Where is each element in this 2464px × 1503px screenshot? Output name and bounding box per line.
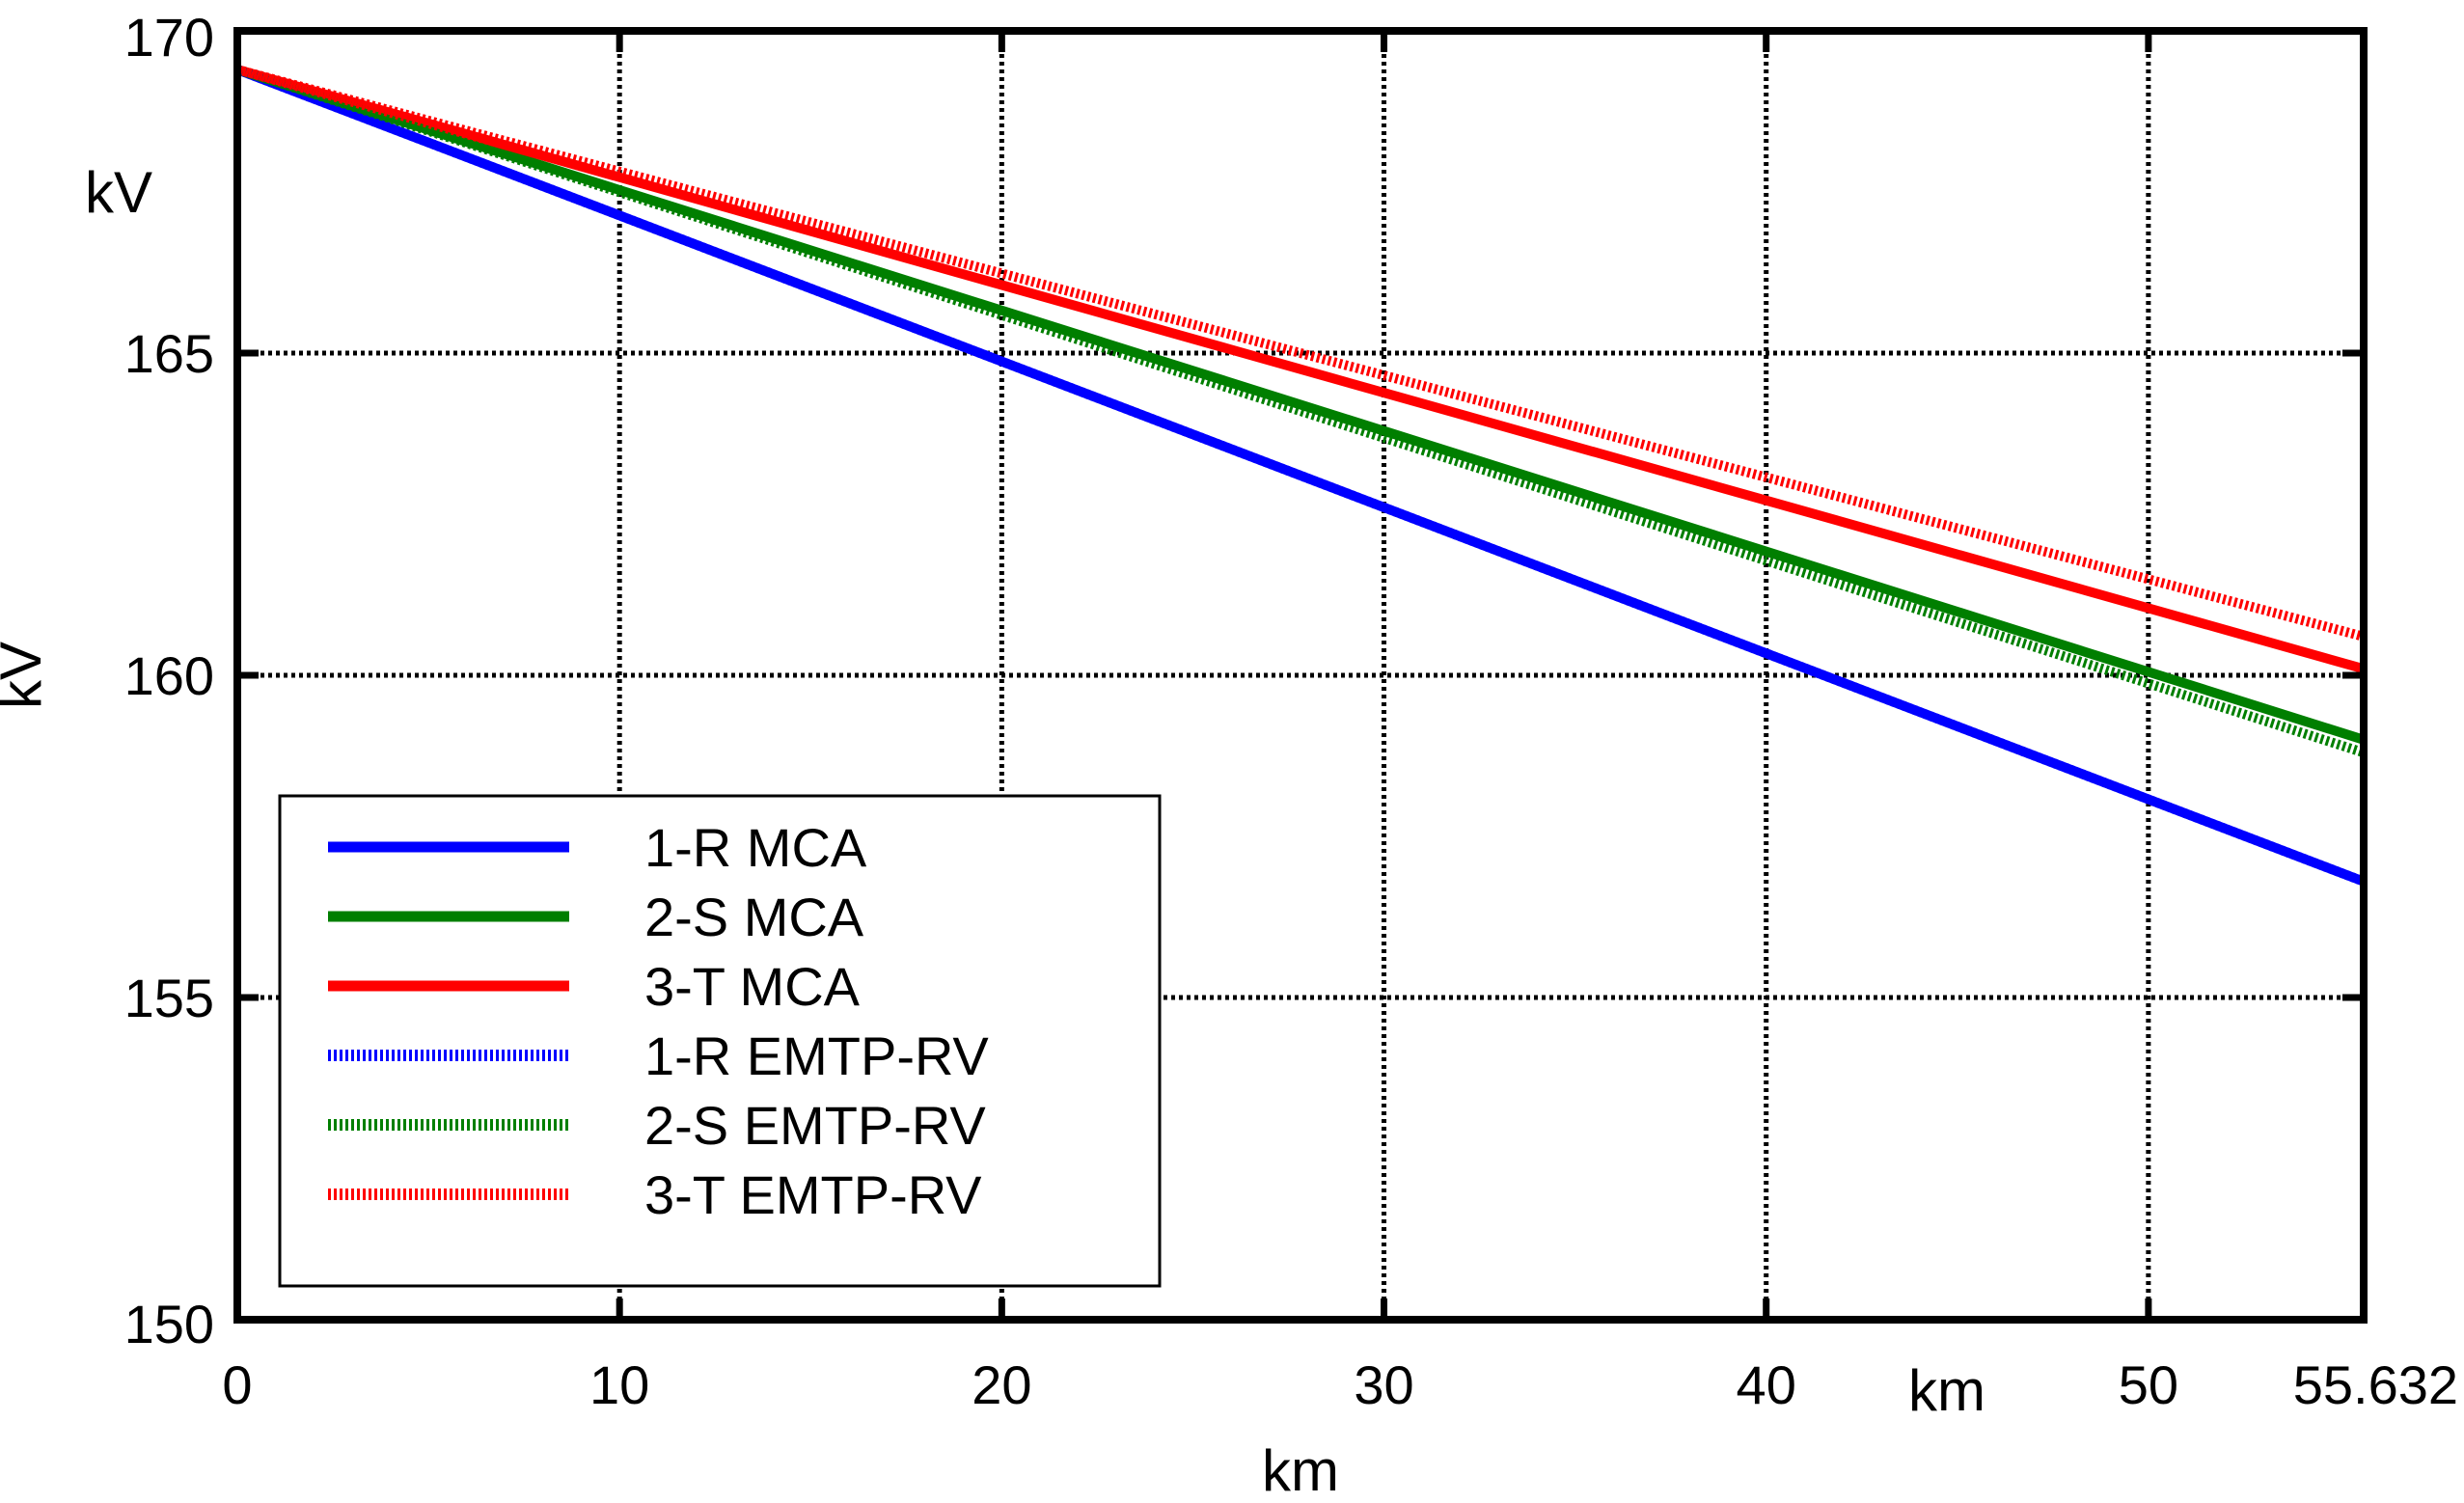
x-tick-label: 50 [2119,1354,2178,1415]
y-tick-label: 160 [124,645,214,706]
series-line-2-s-mca [235,65,2366,745]
legend-label: 1-R EMTP-RV [644,1025,989,1086]
x-tick-label: 40 [1737,1354,1796,1415]
tick-marks [237,31,2364,1320]
x-tick-label: 10 [589,1354,649,1415]
x-axis-label: km [1262,1438,1339,1503]
series-line-2-s-emtp-rv [235,65,2366,757]
series-lines [235,65,2366,887]
x-tick-label: 55.632 [2293,1354,2458,1415]
x-tick-label: 20 [972,1354,1031,1415]
legend: 1-R MCA 2-S MCA 3-T MCA 1-R EMTP-RV 2-S EMTP… [278,794,1162,1288]
y-tick-label: 150 [124,1294,214,1354]
tick-labels: 0 10 20 30 40 50 55.632 150 155 160 165 170 [124,7,2458,1415]
x-tick-label: 0 [222,1354,252,1415]
legend-label: 2-S EMTP-RV [644,1095,986,1156]
legend-label: 2-S MCA [644,887,864,947]
y-tick-label: 155 [124,968,214,1028]
y-axis-label: kV [0,642,53,709]
legend-label: 3-T EMTP-RV [644,1164,982,1225]
legend-label: 3-T MCA [644,956,861,1017]
legend-box [278,794,1162,1288]
y-unit-annotation: kV [85,160,152,225]
series-line-1-r-mca [235,65,2366,887]
series-line-3-t-emtp-rv [235,65,2366,642]
x-tick-label: 30 [1354,1354,1413,1415]
series-line-3-t-mca [235,65,2366,674]
x-unit-annotation: km [1908,1358,1985,1423]
y-tick-label: 165 [124,323,214,384]
legend-label: 1-R MCA [644,817,867,878]
y-tick-label: 170 [124,7,214,68]
